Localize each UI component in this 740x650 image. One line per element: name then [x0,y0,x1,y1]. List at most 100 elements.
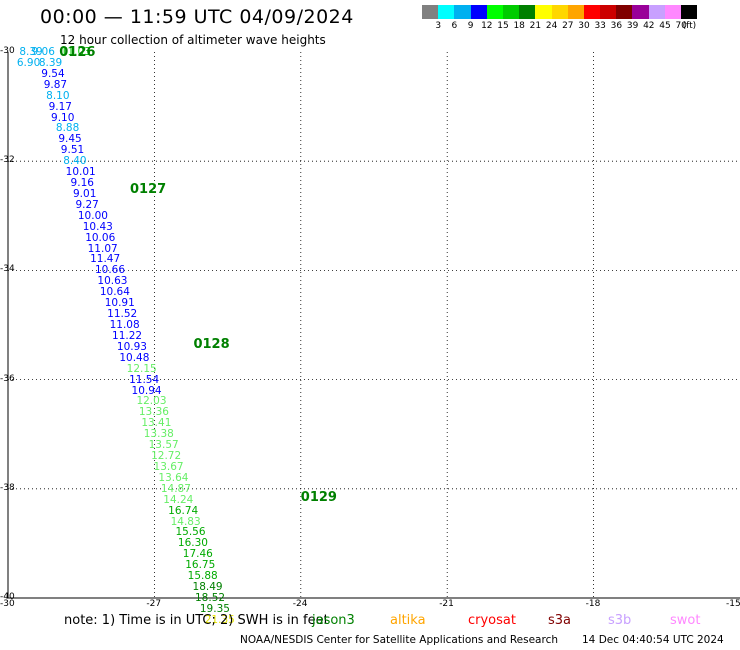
wave-height-value: 9.17 [48,100,72,113]
wave-height-value: 10.66 [94,264,126,277]
wave-height-value: 11.22 [112,329,143,342]
scale-swatch [681,5,698,19]
scale-label: 30 [578,21,590,31]
lon-tick-label: -27 [146,599,162,609]
wave-height-value: 11.47 [90,253,121,266]
wave-height-value: 14.87 [160,482,191,495]
scale-swatch [616,5,633,19]
satellite-legend-item: s3a [548,613,572,628]
lon-tick-label: -24 [292,599,308,609]
scale-swatch [422,5,439,19]
wave-height-value: 16.30 [177,537,208,550]
satellite-legend-item: altika [390,613,426,628]
scale-label: 70 [675,21,687,31]
scale-label: 24 [545,21,558,31]
pass-time-label: 0129 [300,489,337,505]
lon-tick-label: -15 [726,599,740,609]
lat-tick-label: -32 [0,155,15,166]
wave-height-value: 9.87 [43,78,68,91]
wave-height-value: 8.39 [19,46,43,58]
scale-label: 45 [659,21,671,31]
wave-height-value: 9.01 [73,187,97,200]
wave-height-value: 16.75 [185,559,216,572]
wave-height-value: 13.38 [143,428,174,441]
scale-label: 42 [643,21,655,31]
scale-swatch [648,5,665,19]
pass-time-label: 0127 [130,181,167,197]
wave-height-value: 9.45 [58,133,82,146]
wave-height-value: 18.49 [192,581,223,594]
wave-height-value: 10.43 [82,220,113,233]
wave-height-value: 8.40 [63,155,87,168]
wave-height-value: 17.46 [182,548,213,561]
lat-tick-label: -40 [0,592,15,602]
wave-height-value: 10.94 [131,384,162,397]
map-frame [7,52,740,599]
scale-label: 15 [497,21,509,31]
wave-height-value: 21.35 [204,613,235,626]
satellite-legend-item: jason3 [312,613,355,628]
scale-label: 18 [513,21,525,31]
wave-height-value: 10.00 [77,209,108,222]
wave-height-value: 8.39 [38,56,63,69]
wave-height-value: 13.41 [141,417,172,430]
scale-swatch [632,5,649,19]
wave-height-value: 9.27 [75,198,99,211]
wave-height-value: 12.72 [151,450,182,463]
wave-height-value: 11.03 [60,46,91,58]
wave-height-value: 6.90 [16,56,41,69]
wave-height-value: 8.10 [46,89,70,102]
scale-swatch [438,5,455,19]
scale-label: 12 [481,21,493,31]
wave-height-value: 10.93 [116,340,147,353]
satellite-legend-item: s3b [608,613,632,628]
scale-swatch [486,5,503,19]
wave-height-value: 11.07 [87,242,118,255]
satellite-legend-item: cryosat [468,613,516,628]
pass-time-label: 0126 [59,45,96,60]
wave-height-value: 10.63 [97,275,128,288]
wave-height-value: 9.51 [60,144,85,157]
lat-tick-label: -38 [0,482,15,493]
wave-height-value: 13.67 [153,460,184,473]
scale-label: 27 [562,21,574,31]
wave-height-value: 10.48 [119,351,150,364]
credit-text: NOAA/NESDIS Center for Satellite Applica… [240,634,558,646]
scale-swatch [600,5,617,19]
pass-time-label: 0128 [193,337,230,353]
scale-unit: (ft) [682,21,697,31]
scale-swatch [664,5,681,19]
wave-height-value: 18.52 [195,592,226,604]
wave-height-value: 16.74 [168,504,199,517]
wave-height-value: 15.56 [175,526,206,539]
lon-tick-label: -21 [439,599,454,609]
wave-height-value: 9.16 [70,177,94,190]
scale-label: 33 [594,21,606,31]
color-scale [422,5,698,19]
scale-swatch [454,5,471,19]
wave-height-value: 13.57 [148,439,179,452]
scale-swatch [567,5,584,19]
wave-height-value: 12.15 [126,362,157,375]
map-plot: 8.39 9.06 11.03 6.90 8.39 9.54 9.87 8.10 9.17 9.1… [0,45,740,625]
page-title: 00:00 — 11:59 UTC 04/09/2024 [40,6,354,28]
scale-swatch [502,5,520,19]
wave-height-value: 11.54 [129,373,160,386]
wave-height-value: 11.08 [109,319,140,331]
lat-tick-label: -36 [0,373,15,384]
scale-label: 36 [610,21,623,31]
wave-height-value: 12.03 [136,395,167,408]
lon-tick-label: -30 [0,599,15,609]
lat-tick-label: -34 [0,264,15,275]
lat-tick-label: -30 [0,46,15,56]
wave-height-value: 19.35 [199,602,230,615]
wave-height-value: 8.88 [55,122,80,135]
wave-height-value: 15.88 [187,570,218,583]
wave-height-value: 10.64 [99,286,130,299]
lon-tick-label: -18 [585,599,601,609]
page-subtitle: 12 hour collection of altimeter wave hei… [60,33,326,47]
wave-height-value: 14.83 [170,515,201,528]
scale-label: 9 [467,21,474,31]
footer-note: note: 1) Time is in UTC; 2) SWH is in fe… [64,613,329,628]
wave-height-value: 10.91 [104,297,135,310]
